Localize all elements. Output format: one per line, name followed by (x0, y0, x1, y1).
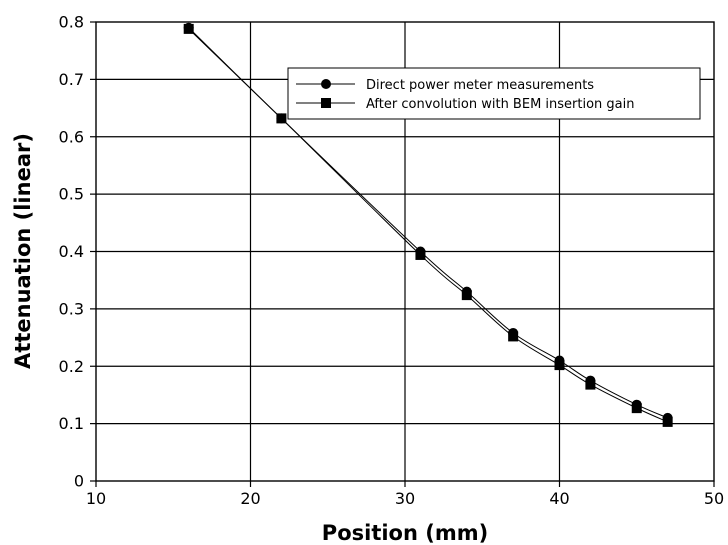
y-axis-title: Attenuation (linear) (11, 133, 35, 369)
y-tick-label: 0 (74, 472, 84, 491)
series-layer (183, 22, 673, 427)
series-1-point (415, 249, 426, 260)
y-tick-label: 0.1 (59, 414, 84, 433)
series-1-point (631, 403, 642, 414)
x-tick-label: 50 (704, 489, 724, 508)
y-tick-label: 0.5 (59, 185, 84, 204)
legend: Direct power meter measurements After co… (287, 67, 701, 120)
y-tick-label: 0.3 (59, 299, 84, 318)
legend-label-1: After convolution with BEM insertion gai… (366, 97, 635, 112)
legend-box (287, 67, 701, 120)
series-1-point (554, 360, 565, 371)
series-1-point (585, 379, 596, 390)
y-tick-label: 0.6 (59, 127, 84, 146)
ticks: 10 20 30 40 50 0 0.1 0.2 0.3 0.4 0.5 0.6 0.7 0.8 (59, 13, 725, 509)
y-tick-label: 0.8 (59, 13, 84, 32)
series-1-point (276, 113, 287, 124)
x-tick-label: 10 (86, 489, 106, 508)
x-axis-title: Position (mm) (322, 521, 488, 545)
x-tick-label: 40 (549, 489, 569, 508)
series-1-point (508, 331, 519, 342)
series-1-point (183, 23, 194, 34)
x-tick-label: 20 (240, 489, 260, 508)
y-tick-label: 0.2 (59, 357, 84, 376)
y-tick-label: 0.7 (59, 70, 84, 89)
legend-marker-square (321, 98, 331, 108)
x-tick-label: 30 (395, 489, 415, 508)
legend-marker-circle (321, 79, 331, 89)
legend-label-0: Direct power meter measurements (366, 78, 594, 93)
series-1-point (662, 416, 673, 427)
series-1-point (461, 290, 472, 301)
y-tick-label: 0.4 (59, 242, 84, 261)
